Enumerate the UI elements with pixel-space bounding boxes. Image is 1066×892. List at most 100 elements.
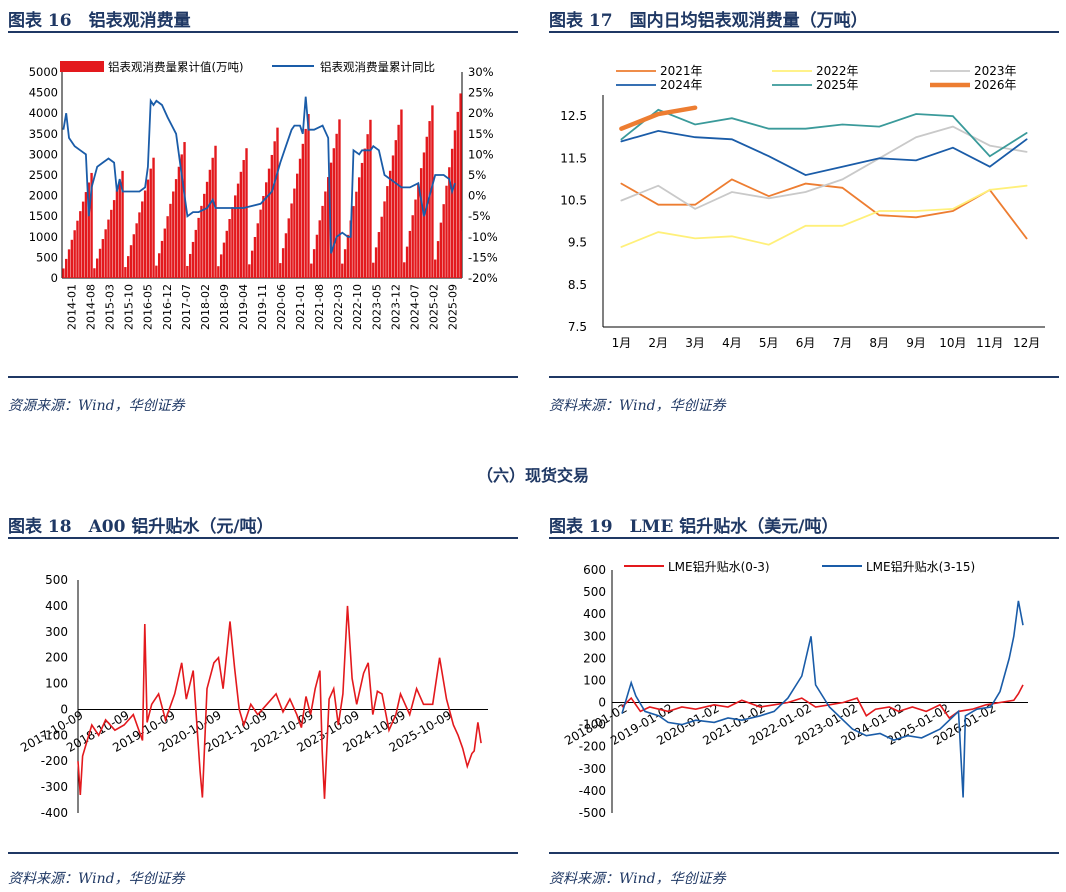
bar — [157, 253, 161, 278]
bar — [459, 230, 462, 278]
bar — [265, 182, 268, 278]
y-tick-label-right: -20% — [468, 271, 498, 285]
y-tick-label: -200 — [579, 740, 606, 754]
bar — [456, 111, 459, 279]
y-tick-label-left: 2000 — [29, 189, 58, 203]
y-tick-label-left: 4500 — [29, 86, 58, 100]
bar — [169, 203, 172, 278]
y-tick-label-left: 500 — [36, 250, 58, 264]
bar — [357, 177, 361, 278]
y-tick-label-left: 1000 — [29, 230, 58, 244]
bar — [234, 195, 237, 278]
bar — [318, 220, 321, 278]
legend-label: 铝表观消费量累计值(万吨) — [108, 60, 243, 74]
bar — [315, 234, 319, 278]
bar — [293, 188, 296, 278]
bar — [208, 169, 212, 278]
bar — [152, 157, 155, 278]
bar — [284, 233, 288, 278]
bar — [217, 266, 220, 278]
x-tick-label: 2021-08 — [313, 284, 326, 330]
y-tick-label: 100 — [583, 673, 606, 687]
bar — [403, 262, 406, 278]
y-tick-label-left: 5000 — [29, 65, 58, 79]
y-tick-label: -100 — [41, 728, 68, 742]
bar — [118, 180, 121, 278]
x-tick-label: 11月 — [976, 336, 1003, 350]
bar — [405, 246, 409, 278]
x-tick-label: 2019-11 — [256, 284, 269, 330]
bar — [225, 230, 228, 278]
bar — [231, 207, 234, 278]
bar — [93, 268, 96, 278]
bar — [239, 171, 243, 278]
chart-19-svg: -500-400-300-200-10001002003004005006002… — [562, 559, 1028, 820]
bar — [160, 240, 164, 278]
bar — [197, 217, 200, 278]
bar — [236, 183, 240, 278]
y-tick-label-right: -10% — [468, 230, 498, 244]
bar — [290, 203, 293, 278]
series-line — [620, 108, 1028, 158]
bar — [419, 168, 423, 278]
y-tick-label: 9.5 — [568, 236, 587, 250]
chart-title: 图表 19 LME 铝升贴水（美元/吨） — [549, 517, 839, 537]
bar — [417, 183, 420, 278]
y-tick-label: 12.5 — [560, 109, 587, 123]
bar — [394, 140, 397, 278]
bar — [222, 242, 226, 278]
y-tick-label-right: 15% — [468, 127, 494, 141]
bar — [259, 209, 262, 278]
x-tick-label: 4月 — [722, 336, 742, 350]
bottom-rule — [549, 852, 1059, 854]
y-tick-label-left: 2500 — [29, 168, 58, 182]
source-note: 资料来源：Wind，华创证券 — [8, 871, 185, 887]
bar — [355, 191, 358, 278]
bar — [304, 128, 307, 278]
legend-label: 铝表观消费量累计同比 — [320, 60, 435, 74]
bar — [172, 191, 175, 278]
y-tick-label: 7.5 — [568, 320, 587, 334]
bar — [442, 204, 445, 278]
series-line — [620, 178, 1028, 240]
bar — [62, 268, 65, 278]
bar — [343, 249, 347, 278]
bar — [135, 223, 138, 278]
chart-18-svg: -400-300-200-10001002003004005002017-10-… — [18, 573, 488, 820]
legend-label: LME铝升贴水(0-3) — [668, 559, 770, 574]
y-tick-label-left: 0 — [51, 271, 58, 285]
bar — [366, 134, 369, 278]
x-tick-label: 2025-09 — [446, 284, 459, 330]
bar — [104, 229, 107, 278]
bar — [439, 222, 443, 278]
bar — [96, 258, 99, 278]
x-tick-label: 2021-01 — [294, 284, 307, 330]
y-tick-label-left: 3500 — [29, 127, 58, 141]
y-tick-label: 300 — [45, 625, 68, 639]
bottom-rule — [8, 376, 518, 378]
bottom-rule — [549, 376, 1059, 378]
bottom-rule — [8, 852, 518, 854]
y-tick-label: 8.5 — [568, 278, 587, 292]
y-tick-label: 300 — [583, 629, 606, 643]
legend-label: LME铝升贴水(3-15) — [866, 559, 975, 574]
x-tick-label: 2025-02 — [427, 284, 440, 330]
series-line — [621, 600, 1024, 798]
bar — [408, 230, 412, 278]
bar — [188, 253, 192, 278]
bar — [312, 249, 316, 278]
x-tick-label: 2015-10 — [123, 284, 136, 330]
bar — [115, 190, 119, 278]
source-note: 资料来源：Wind，华创证券 — [549, 871, 726, 887]
legend-label: 2024年 — [660, 78, 703, 92]
bar — [163, 228, 167, 278]
bar — [296, 173, 299, 278]
bar — [166, 216, 169, 278]
bar — [377, 232, 381, 278]
x-tick-label: 2018-09 — [218, 284, 231, 330]
bar — [450, 148, 454, 278]
x-tick-label: 2019-04 — [237, 284, 250, 330]
bar — [180, 154, 183, 278]
bar — [267, 168, 271, 278]
x-tick-label: 2016-12 — [161, 284, 174, 330]
